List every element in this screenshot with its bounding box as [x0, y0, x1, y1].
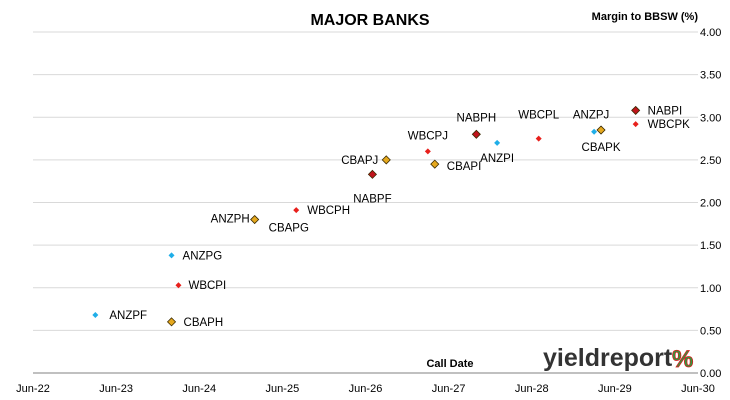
point-wbcph	[293, 207, 300, 214]
y-tick-label: 3.50	[700, 70, 721, 82]
x-tick-label: Jun-24	[182, 383, 216, 395]
point-label-nabpf: NABPF	[353, 193, 391, 205]
y-tick-label: 3.00	[700, 112, 721, 124]
x-tick-label: Jun-22	[16, 383, 50, 395]
point-label-cbaph: CBAPH	[184, 317, 224, 329]
point-cbapg	[250, 214, 260, 225]
y-tick-label: 0.50	[700, 325, 721, 337]
x-tick-label: Jun-29	[598, 383, 632, 395]
point-label-wbcpk: WBCPK	[648, 119, 691, 131]
point-label-anzph: ANZPH	[211, 214, 250, 226]
point-label-nabph: NABPH	[457, 112, 497, 124]
logo-text-yield: yield	[543, 344, 600, 372]
point-label-cbapk: CBAPK	[582, 142, 621, 154]
yieldreport-logo: yieldreport %	[543, 344, 694, 373]
point-label-wbcpj: WBCPJ	[408, 130, 448, 142]
point-anzpg	[168, 252, 175, 259]
point-nabpf	[367, 169, 377, 179]
x-tick-label: Jun-23	[99, 383, 133, 395]
y-tick-label: 1.50	[700, 240, 721, 252]
point-label-wbcpi: WBCPI	[188, 280, 226, 292]
x-axis-ticks: Jun-22 Jun-23 Jun-24 Jun-25 Jun-26 Jun-27 Jun-…	[16, 383, 715, 395]
point-nabph	[471, 129, 481, 139]
point-anzpj	[591, 128, 598, 135]
gridlines	[33, 31, 698, 331]
point-label-wbcph: WBCPH	[307, 205, 350, 217]
y-axis-label: Margin to BBSW (%)	[592, 11, 699, 23]
point-cbapk	[596, 125, 606, 135]
point-label-cbapj: CBAPJ	[341, 155, 378, 167]
point-wbcpk	[632, 121, 639, 128]
point-wbcpl	[535, 135, 542, 142]
point-label-anzpf: ANZPF	[109, 310, 147, 322]
point-wbcpj	[424, 148, 431, 155]
point-anzpi	[494, 139, 501, 146]
point-nabpi	[631, 105, 641, 115]
point-label-cbapi: CBAPI	[447, 161, 482, 173]
x-tick-label: Jun-30	[681, 383, 715, 395]
point-cbapi	[430, 159, 440, 169]
y-tick-label: 0.00	[700, 368, 721, 380]
data-points: ANZPF ANZPG ANZPH ANZPI ANZPJ WBCPI WBCPH WBCPJ…	[92, 105, 691, 329]
y-axis-ticks: 0.00 0.50 1.00 1.50 2.00 2.50 3.00 3.50 4.00	[700, 27, 721, 380]
point-label-cbapg: CBAPG	[269, 223, 309, 235]
point-label-wbcpl: WBCPL	[518, 110, 560, 122]
point-cbaph	[166, 317, 177, 327]
x-tick-label: Jun-25	[266, 383, 300, 395]
x-tick-label: Jun-26	[349, 383, 383, 395]
x-axis-label: Call Date	[426, 358, 473, 370]
point-label-anzpj: ANZPJ	[573, 110, 609, 122]
x-tick-label: Jun-27	[432, 383, 466, 395]
logo-text: yieldreport	[543, 344, 673, 372]
x-tick-label: Jun-28	[515, 383, 549, 395]
y-tick-label: 2.00	[700, 198, 721, 210]
point-anzpf	[92, 312, 99, 319]
point-label-anzpi: ANZPI	[480, 153, 514, 165]
y-tick-label: 1.00	[700, 283, 721, 295]
point-label-nabpi: NABPI	[648, 105, 683, 117]
y-tick-label: 4.00	[700, 27, 721, 39]
point-label-anzpg: ANZPG	[183, 250, 223, 262]
logo-percent-icon: %	[672, 346, 693, 373]
y-tick-label: 2.50	[700, 155, 721, 167]
point-cbapj	[381, 155, 391, 165]
chart-title: MAJOR BANKS	[310, 12, 429, 29]
logo-text-report: report	[600, 344, 673, 372]
point-wbcpi	[175, 282, 182, 289]
